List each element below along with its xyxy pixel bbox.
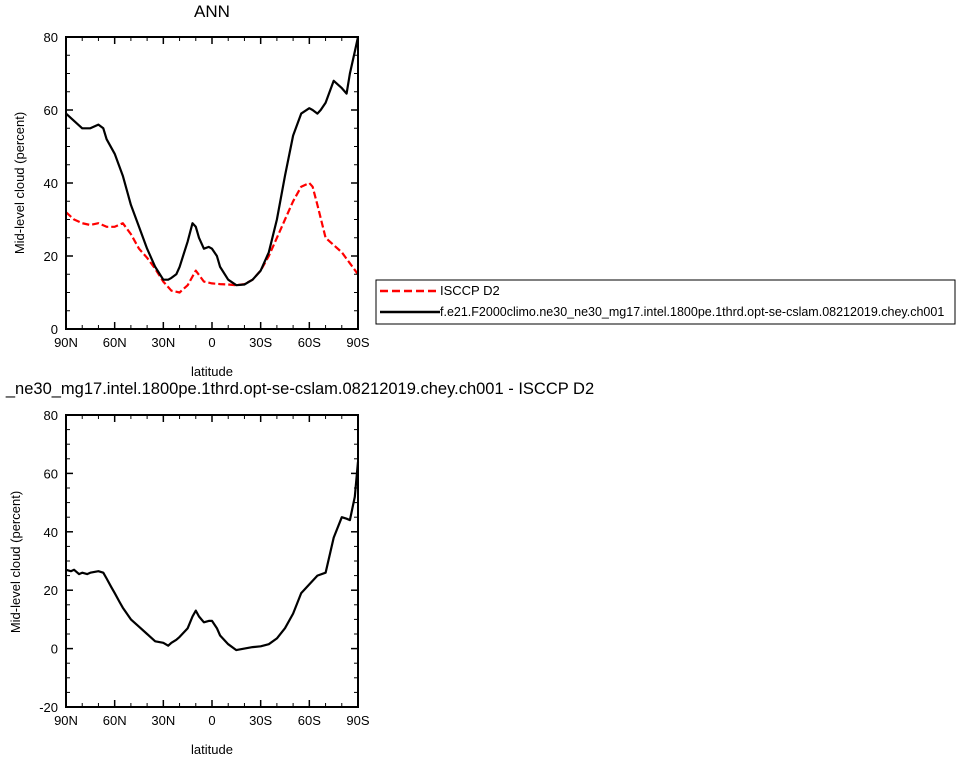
x-tick-label: 60S [298,713,321,728]
y-tick-label: 0 [51,322,58,337]
legend: ISCCP D2 f.e21.F2000climo.ne30_ne30_mg17… [375,279,956,325]
legend-label-model: f.e21.F2000climo.ne30_ne30_mg17.intel.18… [440,305,944,319]
x-tick-label: 0 [208,335,215,350]
x-axis-label: latitude [191,742,233,757]
y-tick-label: 40 [44,525,58,540]
x-tick-label: 90S [346,713,369,728]
x-tick-label: 30N [151,335,175,350]
y-tick-label: 0 [51,642,58,657]
y-tick-label: -20 [39,700,58,715]
plot-frame [65,414,359,708]
legend-box [375,279,956,325]
chart-title: _ne30_mg17.intel.1800pe.1thrd.opt-se-csl… [5,380,594,398]
y-axis-label: Mid-level cloud (percent) [8,491,23,633]
series-line-isccp [65,181,359,294]
chart-title: ANN [194,2,230,21]
y-tick-label: 80 [44,30,58,45]
plot-frame [65,36,359,330]
x-tick-label: 90N [54,335,78,350]
x-tick-label: 60N [103,335,127,350]
x-tick-label: 30S [249,335,272,350]
x-tick-label: 90S [346,335,369,350]
x-axis-label: latitude [191,364,233,379]
y-tick-label: 60 [44,103,58,118]
x-tick-label: 60S [298,335,321,350]
y-tick-label: 20 [44,583,58,598]
x-tick-label: 30N [151,713,175,728]
x-tick-label: 0 [208,713,215,728]
y-tick-label: 80 [44,408,58,423]
y-tick-label: 40 [44,176,58,191]
x-tick-label: 90N [54,713,78,728]
y-axis-label: Mid-level cloud (percent) [12,112,27,254]
y-tick-label: 60 [44,466,58,481]
y-tick-label: 20 [44,249,58,264]
legend-label-isccp: ISCCP D2 [440,283,500,298]
series-line-model [65,36,360,287]
series-line-model [65,461,360,652]
panel-annual: ANN Mid-level cloud (percent) latitude 9… [12,2,370,379]
panel-difference: _ne30_mg17.intel.1800pe.1thrd.opt-se-csl… [5,380,594,757]
x-tick-label: 60N [103,713,127,728]
x-tick-label: 30S [249,713,272,728]
